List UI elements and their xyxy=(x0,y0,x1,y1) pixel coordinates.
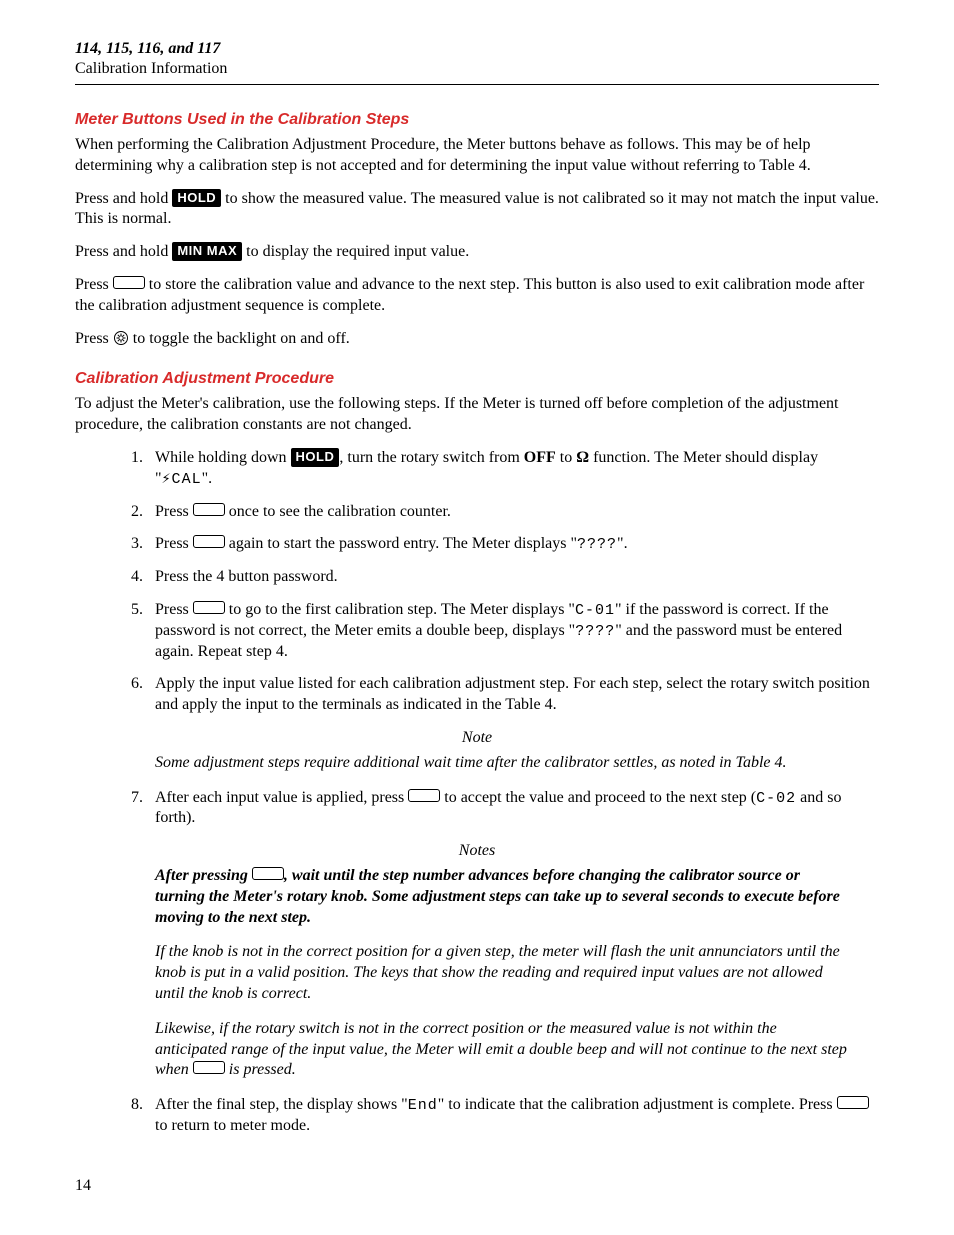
text: Press and hold xyxy=(75,243,172,260)
text: to toggle the backlight on and off. xyxy=(129,330,350,347)
section-body: To adjust the Meter's calibration, use t… xyxy=(75,394,879,1136)
off-label: OFF xyxy=(524,449,556,466)
section-body: When performing the Calibration Adjustme… xyxy=(75,135,879,352)
display-c01: C-01 xyxy=(575,602,615,619)
backlight-button-icon xyxy=(113,330,129,353)
text: Press xyxy=(155,503,193,520)
display-cal: ⚡CAL xyxy=(162,471,202,488)
step-1: While holding down HOLD, turn the rotary… xyxy=(147,448,879,490)
text: Press xyxy=(75,276,113,293)
hold-button-icon: HOLD xyxy=(291,448,340,467)
paragraph: Press to store the calibration value and… xyxy=(75,275,879,317)
text: After each input value is applied, press xyxy=(155,789,408,806)
blank-button-icon xyxy=(837,1096,869,1109)
blank-button-icon xyxy=(193,601,225,614)
blank-button-icon xyxy=(193,1061,225,1074)
section-title-meter-buttons: Meter Buttons Used in the Calibration St… xyxy=(75,111,879,129)
step-4: Press the 4 button password. xyxy=(147,567,879,588)
header-rule xyxy=(75,84,879,85)
blank-button-icon xyxy=(193,503,225,516)
header-models: 114, 115, 116, and 117 xyxy=(75,40,879,58)
text: Press xyxy=(75,330,113,347)
hold-button-icon: HOLD xyxy=(172,189,221,208)
paragraph: When performing the Calibration Adjustme… xyxy=(75,135,879,177)
paragraph: To adjust the Meter's calibration, use t… xyxy=(75,394,879,436)
text: Press xyxy=(155,535,193,552)
blank-button-icon xyxy=(193,535,225,548)
text: to accept the value and proceed to the n… xyxy=(440,789,756,806)
text: ". xyxy=(617,535,628,552)
display-qqqq: ???? xyxy=(575,623,615,640)
document-page: 114, 115, 116, and 117 Calibration Infor… xyxy=(0,0,954,1235)
step-7: After each input value is applied, press… xyxy=(147,788,879,830)
text: After pressing xyxy=(155,867,252,884)
step-8: After the final step, the display shows … xyxy=(147,1095,879,1137)
text: " to indicate that the calibration adjus… xyxy=(438,1096,837,1113)
text: ". xyxy=(202,470,213,487)
blank-button-icon xyxy=(252,867,284,880)
text: to store the calibration value and advan… xyxy=(75,276,864,314)
text: to go to the first calibration step. The… xyxy=(225,601,575,618)
display-c02: C-02 xyxy=(756,790,796,807)
note-heading: Note xyxy=(75,728,879,749)
note-bold-text: After pressing , wait until the step num… xyxy=(155,866,849,928)
header-subtitle: Calibration Information xyxy=(75,60,879,78)
step-3: Press again to start the password entry.… xyxy=(147,534,879,555)
text: Press and hold xyxy=(75,190,172,207)
paragraph: Press and hold MIN MAX to display the re… xyxy=(75,242,879,263)
display-qqqq: ???? xyxy=(577,536,617,553)
paragraph: Press and hold HOLD to show the measured… xyxy=(75,189,879,231)
page-number: 14 xyxy=(75,1177,91,1195)
text: to xyxy=(556,449,576,466)
text: , turn the rotary switch from xyxy=(339,449,523,466)
text: to return to meter mode. xyxy=(155,1117,310,1134)
text: After the final step, the display shows … xyxy=(155,1096,408,1113)
text: Press xyxy=(155,601,193,618)
text: While holding down xyxy=(155,449,291,466)
note-text: Likewise, if the rotary switch is not in… xyxy=(155,1019,849,1081)
blank-button-icon xyxy=(408,789,440,802)
notes-heading: Notes xyxy=(75,841,879,862)
note-text: If the knob is not in the correct positi… xyxy=(155,942,849,1004)
section-title-cal-procedure: Calibration Adjustment Procedure xyxy=(75,370,879,388)
display-end: End xyxy=(408,1097,438,1114)
page-header: 114, 115, 116, and 117 Calibration Infor… xyxy=(75,40,879,85)
text: to display the required input value. xyxy=(242,243,469,260)
step-2: Press once to see the calibration counte… xyxy=(147,502,879,523)
ohm-symbol: Ω xyxy=(576,449,589,466)
blank-button-icon xyxy=(113,276,145,289)
text: again to start the password entry. The M… xyxy=(225,535,577,552)
step-6: Apply the input value listed for each ca… xyxy=(147,674,879,716)
note-text: Some adjustment steps require additional… xyxy=(155,753,849,774)
procedure-list-cont2: After the final step, the display shows … xyxy=(75,1095,879,1137)
text: once to see the calibration counter. xyxy=(225,503,451,520)
paragraph: Press to toggle the backlight on and off… xyxy=(75,329,879,353)
minmax-button-icon: MIN MAX xyxy=(172,242,242,261)
procedure-list: While holding down HOLD, turn the rotary… xyxy=(75,448,879,716)
procedure-list-cont: After each input value is applied, press… xyxy=(75,788,879,830)
text: is pressed. xyxy=(225,1061,296,1078)
step-5: Press to go to the first calibration ste… xyxy=(147,600,879,662)
